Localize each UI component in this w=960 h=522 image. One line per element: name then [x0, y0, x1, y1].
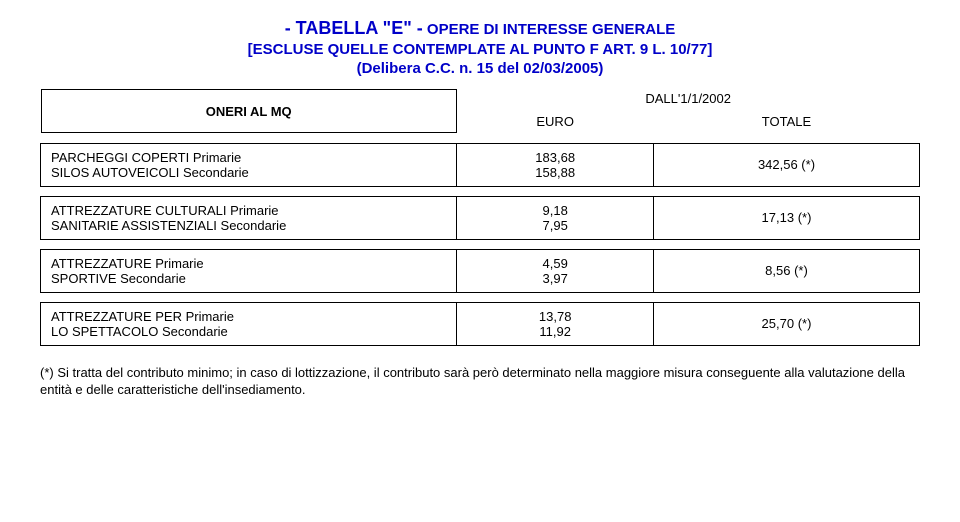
row1-labels: PARCHEGGI COPERTI Primarie SILOS AUTOVEI… [41, 143, 457, 186]
row1-euro: 183,68 158,88 [457, 143, 654, 186]
oneri-box: ONERI AL MQ [41, 89, 457, 133]
row2-labels: ATTREZZATURE CULTURALI Primarie SANITARI… [41, 196, 457, 239]
row3-v2: 3,97 [467, 271, 643, 286]
row3-v1: 4,59 [467, 256, 643, 271]
row1-label2: SILOS AUTOVEICOLI Secondarie [51, 165, 446, 180]
row4-labels: ATTREZZATURE PER Primarie LO SPETTACOLO … [41, 302, 457, 345]
title-block: - TABELLA "E" - OPERE DI INTERESSE GENER… [40, 18, 920, 77]
row3-euro: 4,59 3,97 [457, 249, 654, 292]
dall-label: DALL'1/1/2002 [457, 87, 920, 110]
totale-label: TOTALE [653, 110, 919, 133]
row1-v2: 158,88 [467, 165, 643, 180]
row3-label2: SPORTIVE Secondarie [51, 271, 446, 286]
row4-label2: LO SPETTACOLO Secondarie [51, 324, 446, 339]
row3-totale: 8,56 (*) [653, 249, 919, 292]
header-row-top: ONERI AL MQ DALL'1/1/2002 [41, 87, 920, 110]
title-line3: (Delibera C.C. n. 15 del 02/03/2005) [40, 60, 920, 77]
row4-label1: ATTREZZATURE PER Primarie [51, 309, 446, 324]
row2-v2: 7,95 [467, 218, 643, 233]
row2-label2: SANITARIE ASSISTENZIALI Secondarie [51, 218, 446, 233]
row2-totale: 17,13 (*) [653, 196, 919, 239]
table-row: ATTREZZATURE PER Primarie LO SPETTACOLO … [41, 302, 920, 345]
row1-label1: PARCHEGGI COPERTI Primarie [51, 150, 446, 165]
row3-labels: ATTREZZATURE Primarie SPORTIVE Secondari… [41, 249, 457, 292]
table-row: PARCHEGGI COPERTI Primarie SILOS AUTOVEI… [41, 143, 920, 186]
title-line2: [ESCLUSE QUELLE CONTEMPLATE AL PUNTO F A… [40, 41, 920, 58]
row3-label1: ATTREZZATURE Primarie [51, 256, 446, 271]
row4-v2: 11,92 [467, 324, 643, 339]
euro-label: EURO [457, 110, 654, 133]
row4-totale: 25,70 (*) [653, 302, 919, 345]
title-line1: - TABELLA "E" - OPERE DI INTERESSE GENER… [40, 18, 920, 39]
table-row: ATTREZZATURE CULTURALI Primarie SANITARI… [41, 196, 920, 239]
title-prefix: - TABELLA "E" - [285, 18, 423, 38]
row4-v1: 13,78 [467, 309, 643, 324]
row2-v1: 9,18 [467, 203, 643, 218]
row2-euro: 9,18 7,95 [457, 196, 654, 239]
row1-v1: 183,68 [467, 150, 643, 165]
row4-euro: 13,78 11,92 [457, 302, 654, 345]
footnote: (*) Si tratta del contributo minimo; in … [40, 364, 920, 399]
main-table: ONERI AL MQ DALL'1/1/2002 EURO TOTALE PA… [40, 87, 920, 346]
table-row: ATTREZZATURE Primarie SPORTIVE Secondari… [41, 249, 920, 292]
row2-label1: ATTREZZATURE CULTURALI Primarie [51, 203, 446, 218]
title-rest: OPERE DI INTERESSE GENERALE [423, 21, 676, 38]
row1-totale: 342,56 (*) [653, 143, 919, 186]
